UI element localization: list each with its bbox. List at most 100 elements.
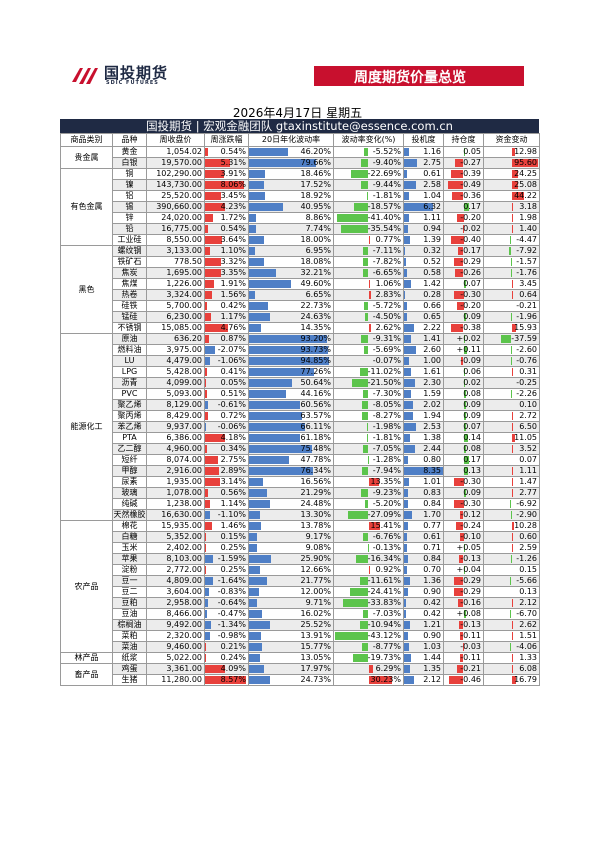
- bar-cell: -7.11%: [333, 245, 404, 257]
- value-bar: [463, 445, 467, 453]
- value-bar: [205, 599, 209, 607]
- cell-value: -33.83%: [367, 598, 401, 608]
- bar-cell: 1.14%: [204, 498, 249, 510]
- bar-cell: 12.00%: [248, 586, 334, 598]
- bar-cell: 1.21: [403, 619, 444, 631]
- cell-value: 0.05%: [220, 378, 246, 388]
- bar-cell: -0.83%: [204, 586, 249, 598]
- cell-value: 2.58: [423, 180, 441, 190]
- close-price: 6,386.00: [146, 432, 205, 444]
- bar-cell: 12.98: [483, 146, 540, 158]
- cell-value: 66.11%: [300, 422, 331, 432]
- bar-cell: 16.02%: [248, 608, 334, 620]
- bar-cell: 3.64%: [204, 234, 249, 246]
- value-bar: [462, 643, 464, 651]
- cell-value: 11.05: [514, 433, 537, 443]
- cell-value: -0.13%: [372, 543, 401, 553]
- cell-value: -0.29: [460, 587, 481, 597]
- value-bar: [447, 181, 464, 189]
- commodity-name: 锡: [112, 201, 147, 213]
- bar-cell: 16.56%: [248, 476, 334, 488]
- cell-value: +0.11: [456, 345, 481, 355]
- cell-value: 18.00%: [300, 235, 331, 245]
- value-bar: [463, 280, 466, 288]
- cell-value: -5.69%: [372, 345, 401, 355]
- cell-value: 0.15: [519, 565, 537, 575]
- category-cell: 能源化工: [60, 333, 113, 521]
- cell-value: 0.24%: [220, 653, 246, 663]
- bar-cell: 0.08: [443, 388, 484, 400]
- table-body: 贵金属 黄金 1,054.02 0.54% 46.20% -5.52% 1.16 0.05 12…: [60, 146, 540, 686]
- close-price: 9,937.00: [146, 421, 205, 433]
- value-bar: [509, 610, 512, 618]
- col-header: 投机度: [403, 133, 444, 147]
- bar-cell: 0.70: [403, 564, 444, 576]
- bar-cell: 1.33: [483, 652, 540, 664]
- cell-value: 7.74%: [305, 224, 331, 234]
- value-bar: [249, 511, 261, 519]
- cell-value: 0.07: [463, 279, 481, 289]
- bar-cell: 2.89%: [204, 465, 249, 477]
- cell-value: 79.66%: [300, 158, 331, 168]
- cell-value: -8.27%: [372, 411, 401, 421]
- value-bar: [404, 566, 408, 574]
- cell-value: 1.98: [519, 213, 537, 223]
- cell-value: 13.35%: [370, 477, 401, 487]
- bar-cell: 0.84: [403, 553, 444, 565]
- bar-cell: -22.69%: [333, 168, 404, 180]
- cell-value: 6.08: [519, 664, 537, 674]
- bar-cell: -0.21: [443, 663, 484, 675]
- value-bar: [205, 346, 215, 354]
- value-bar: [404, 181, 416, 189]
- value-bar: [510, 346, 512, 354]
- value-bar: [205, 632, 210, 640]
- bar-cell: -0.11: [443, 652, 484, 664]
- commodity-name: 棉花: [112, 520, 147, 532]
- cell-value: 0.06: [463, 367, 481, 377]
- bar-cell: -1.57: [483, 256, 540, 268]
- cell-value: 0.58: [423, 268, 441, 278]
- close-price: 1,238.00: [146, 498, 205, 510]
- cell-value: 1.44: [423, 653, 441, 663]
- value-bar: [404, 544, 408, 552]
- bar-cell: 21.29%: [248, 487, 334, 499]
- bar-cell: 0.92%: [333, 564, 404, 576]
- close-price: 1,226.00: [146, 278, 205, 290]
- table-headline: 国投期货 | 宏观金融团队 gtaxinstitute@essence.com.…: [60, 119, 539, 133]
- cell-value: 1.06%: [375, 279, 401, 289]
- cell-value: 32.21%: [300, 268, 331, 278]
- cell-value: 2.77: [519, 488, 537, 498]
- table-row: 苹果 8,103.00 -1.59% 25.90% -16.34% 0.84 -0.13 -1…: [61, 553, 540, 565]
- cell-value: -1.81%: [372, 433, 401, 443]
- cell-value: 9.08%: [305, 543, 331, 553]
- bar-cell: 24.63%: [248, 311, 334, 323]
- table-row: PVC 5,093.00 0.51% 44.16% -7.30% 1.59 0.08 -2.2…: [61, 388, 540, 400]
- commodity-name: 不锈钢: [112, 322, 147, 334]
- value-bar: [349, 588, 369, 596]
- bar-cell: 0.08: [443, 443, 484, 455]
- bar-cell: 2.75%: [204, 454, 249, 466]
- cell-value: -35.54%: [367, 224, 401, 234]
- value-bar: [511, 170, 519, 178]
- bar-cell: 6.29%: [333, 663, 404, 675]
- bar-cell: -0.98%: [204, 630, 249, 642]
- bar-cell: 0.72%: [204, 410, 249, 422]
- bar-cell: 0.87%: [204, 333, 249, 345]
- cell-value: 3.14%: [220, 477, 246, 487]
- bar-cell: 18.08%: [248, 256, 334, 268]
- cell-value: 0.51%: [220, 389, 246, 399]
- table-row: 不锈钢 15,085.00 4.76% 14.35% 2.62% 2.22 -0.38 15.…: [61, 322, 540, 334]
- cell-value: 2.30: [423, 378, 441, 388]
- commodity-name: 热卷: [112, 289, 147, 301]
- cell-value: 9.71%: [305, 598, 331, 608]
- cell-value: 18.08%: [300, 257, 331, 267]
- commodity-name: 豆二: [112, 586, 147, 598]
- bar-cell: 1.11: [403, 212, 444, 224]
- value-bar: [510, 643, 512, 651]
- cell-value: 18.46%: [300, 169, 331, 179]
- bar-cell: -5.69%: [333, 344, 404, 356]
- value-bar: [205, 236, 223, 244]
- cell-value: -6.76%: [372, 532, 401, 542]
- bar-cell: 2.58: [403, 179, 444, 191]
- table-row: 农产品 棉花 15,935.00 1.46% 13.78% 15.41% 0.77 -0.24…: [60, 520, 540, 653]
